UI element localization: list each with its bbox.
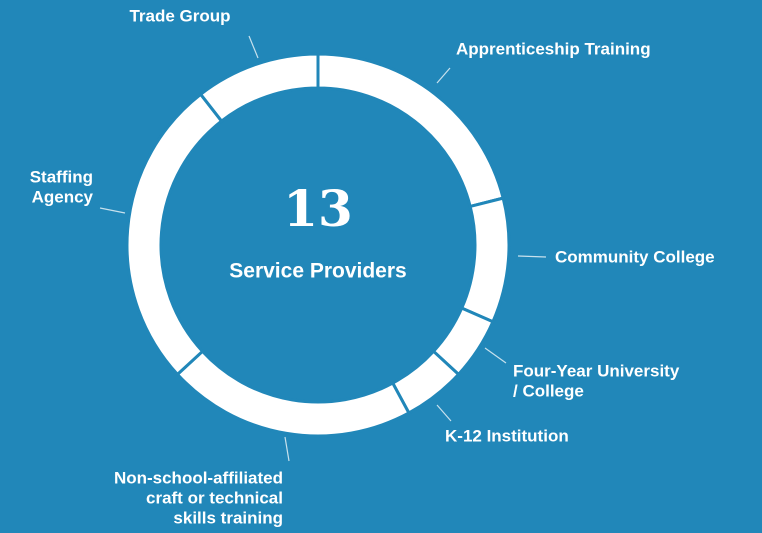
leader-line	[248, 35, 259, 59]
donut-segment	[198, 52, 320, 124]
segment-label: Apprenticeship Training	[456, 39, 651, 58]
leader-line	[99, 207, 126, 214]
donut-segment	[125, 92, 224, 377]
leader-line	[484, 347, 507, 364]
segment-label: skills training	[173, 508, 283, 527]
segment-label: Non-school-affiliated	[114, 468, 283, 487]
segment-label: Agency	[32, 187, 94, 206]
segment-label: Four-Year University	[513, 361, 680, 380]
segment-label: K-12 Institution	[445, 426, 569, 445]
segment-label: craft or technical	[146, 488, 283, 507]
segment-label: / College	[513, 381, 584, 400]
segment-label: Community College	[555, 247, 715, 266]
center-value: 13	[283, 179, 353, 238]
center-label: Service Providers	[229, 260, 406, 283]
donut-segment	[175, 349, 411, 438]
segment-label: Trade Group	[129, 6, 230, 25]
donut-segment	[459, 196, 511, 324]
segment-label: Staffing	[30, 167, 93, 186]
leader-line	[284, 436, 290, 462]
leader-line	[436, 67, 451, 84]
leader-line	[436, 404, 452, 422]
leader-line	[517, 255, 547, 258]
